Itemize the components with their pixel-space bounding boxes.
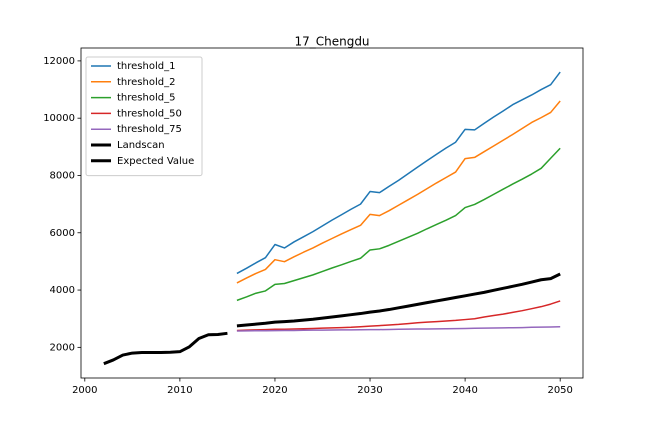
legend: threshold_1 threshold_2 threshold_5thresho… [85, 56, 203, 177]
x-tick-label: 2030 [357, 385, 382, 396]
y-tick-label: 4000 [50, 285, 75, 296]
y-tick-label: 2000 [50, 342, 75, 353]
y-tick-label: 12000 [43, 56, 75, 67]
y-tick-label: 8000 [50, 170, 75, 181]
legend-box [85, 56, 203, 177]
y-tick-label: 6000 [50, 228, 75, 239]
legend-label: threshold_2 [117, 77, 175, 88]
series-line [103, 331, 228, 366]
series-line [236, 100, 561, 284]
legend-label: Expected Value [117, 156, 194, 167]
x-tick-label: 2010 [167, 385, 192, 396]
series-line [236, 71, 561, 275]
series-line [236, 325, 561, 332]
legend-label: threshold_75 [117, 124, 182, 135]
x-tick-label: 2020 [262, 385, 287, 396]
legend-label: threshold_5 [117, 93, 175, 104]
y-tick-label: 10000 [43, 113, 75, 124]
axes-frame [80, 47, 584, 379]
series-line [236, 272, 561, 328]
chart-title: 17_Chengdu [294, 35, 369, 49]
series-line [236, 147, 561, 302]
x-tick-label: 2000 [72, 385, 97, 396]
series-line [236, 300, 561, 332]
x-tick-label: 2040 [452, 385, 477, 396]
legend-label: threshold_50 [117, 108, 182, 119]
legend-label: threshold_1 [117, 61, 175, 72]
x-tick-label: 2050 [547, 385, 572, 396]
legend-label: Landscan [117, 140, 165, 151]
